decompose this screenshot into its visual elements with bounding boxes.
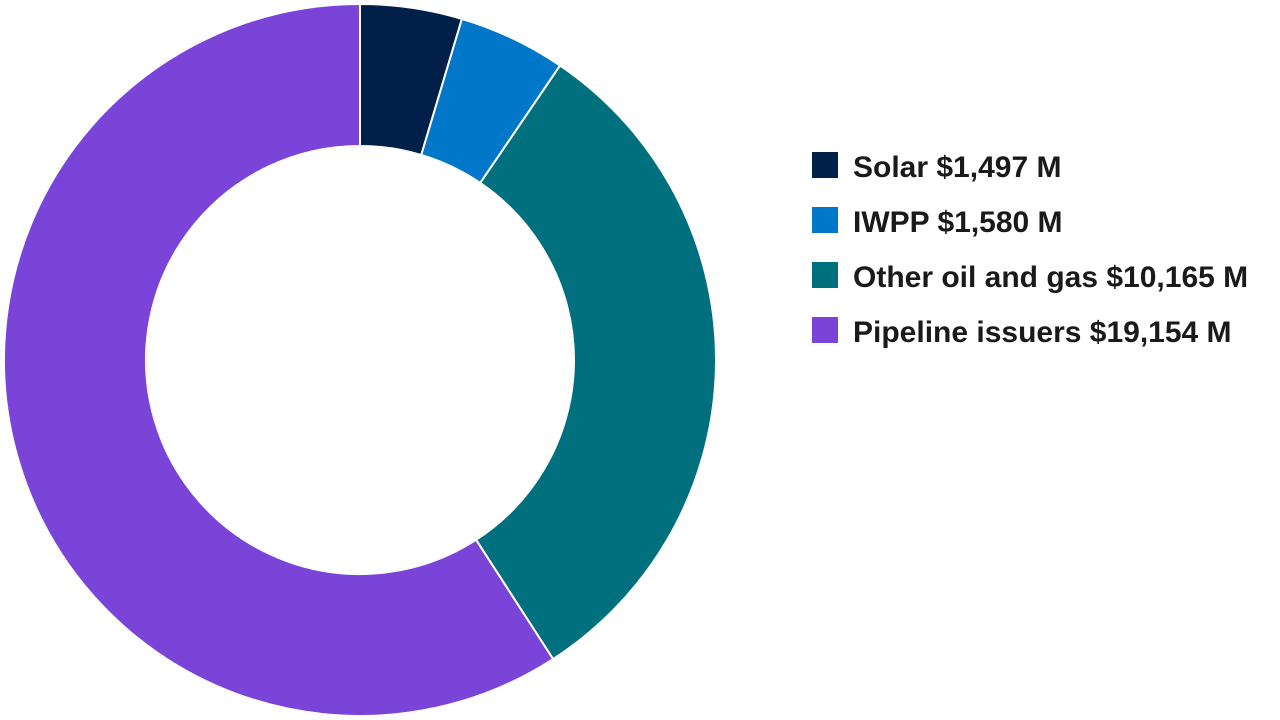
legend-item-other-oil-and-gas: Other oil and gas $10,165 M (812, 261, 1248, 294)
donut-slices (3, 2, 717, 717)
legend-swatch-solar (812, 152, 838, 178)
slice-pipeline-issuers (3, 2, 555, 717)
legend-item-iwpp: IWPP $1,580 M (812, 206, 1063, 239)
legend: Solar $1,497 M IWPP $1,580 M Other oil a… (812, 151, 1248, 349)
legend-label-other-oil-and-gas: Other oil and gas $10,165 M (853, 261, 1248, 294)
legend-label-pipeline-issuers: Pipeline issuers $19,154 M (853, 316, 1232, 349)
legend-swatch-pipeline-issuers (812, 317, 838, 343)
slice-other-oil-and-gas (474, 64, 717, 661)
legend-swatch-iwpp (812, 207, 838, 233)
legend-swatch-other-oil-and-gas (812, 262, 838, 288)
legend-label-solar: Solar $1,497 M (853, 151, 1061, 184)
legend-item-pipeline-issuers: Pipeline issuers $19,154 M (812, 316, 1232, 349)
legend-label-iwpp: IWPP $1,580 M (853, 206, 1063, 239)
legend-item-solar: Solar $1,497 M (812, 151, 1061, 184)
